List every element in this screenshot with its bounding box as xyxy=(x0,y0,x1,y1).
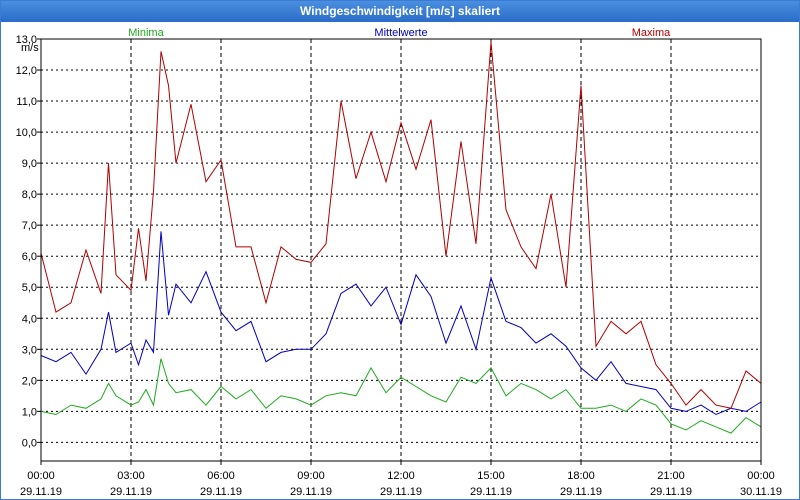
x-tick-date: 29.11.19 xyxy=(290,486,332,498)
y-tick-label: 4,0 xyxy=(22,313,37,325)
chart-title: Windgeschwindigkeit [m/s] skaliert xyxy=(1,1,799,22)
x-tick-time: 15:00 xyxy=(477,470,505,482)
grid-layer xyxy=(41,38,761,461)
x-tick-time: 09:00 xyxy=(297,470,325,482)
y-tick-label: 8,0 xyxy=(22,189,37,201)
y-tick-label: 7,0 xyxy=(22,220,37,232)
y-tick-label: 12,0 xyxy=(16,65,37,77)
y-tick-label: 10,0 xyxy=(16,127,37,139)
legend-mittelwerte: Mittelwerte xyxy=(374,27,427,39)
x-tick-time: 00:00 xyxy=(27,470,55,482)
legend-maxima: Maxima xyxy=(632,27,671,39)
x-tick-time: 21:00 xyxy=(657,470,685,482)
y-tick-label: 2,0 xyxy=(22,375,37,387)
y-tick-label: 3,0 xyxy=(22,344,37,356)
y-tick-label: 13,0 xyxy=(16,34,37,46)
axes-layer: m/s Minima Mittelwerte Maxima 13,0 12,0 11… xyxy=(16,27,782,498)
y-tick-label: 11,0 xyxy=(16,96,37,108)
y-tick-label: 0,0 xyxy=(22,437,37,449)
x-tick-date: 29.11.19 xyxy=(20,486,62,498)
x-tick-time: 06:00 xyxy=(207,470,235,482)
x-tick-time: 00:00 xyxy=(747,470,775,482)
y-tick-label: 5,0 xyxy=(22,282,37,294)
y-tick-label: 1,0 xyxy=(22,406,37,418)
plot-frame xyxy=(40,38,762,462)
x-tick-time: 18:00 xyxy=(567,470,595,482)
x-tick-time: 03:00 xyxy=(117,470,145,482)
y-axis-unit-label: m/s xyxy=(21,42,39,54)
y-tick-label: 6,0 xyxy=(22,251,37,263)
x-tick-date: 29.11.19 xyxy=(650,486,692,498)
series-line-maxima xyxy=(40,42,762,409)
y-tick-label: 9,0 xyxy=(22,158,37,170)
x-tick-time: 12:00 xyxy=(387,470,415,482)
x-tick-date: 29.11.19 xyxy=(200,486,242,498)
series-line-mittelwerte xyxy=(40,231,762,416)
legend-minima: Minima xyxy=(128,27,164,39)
x-tick-date: 29.11.19 xyxy=(560,486,602,498)
series-line-minima xyxy=(40,358,762,434)
x-tick-date: 29.11.19 xyxy=(380,486,422,498)
x-tick-date: 29.11.19 xyxy=(110,486,152,498)
x-tick-date: 29.11.19 xyxy=(470,486,512,498)
series-layer xyxy=(40,42,762,434)
x-tick-date: 30.11.19 xyxy=(740,486,782,498)
